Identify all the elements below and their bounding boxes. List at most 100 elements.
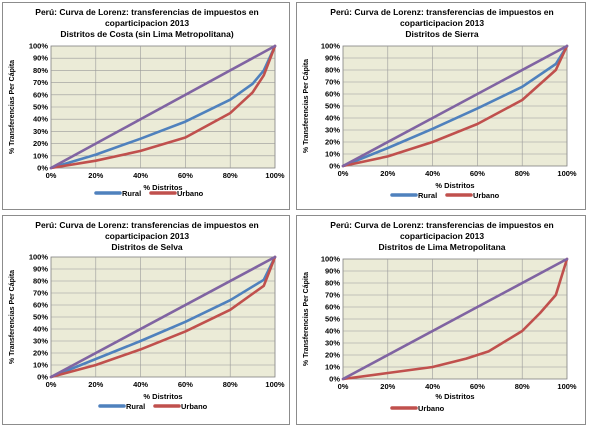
y-tick-label: 20% bbox=[33, 139, 48, 148]
x-tick-label: 60% bbox=[470, 382, 485, 391]
x-tick-label: 80% bbox=[223, 171, 238, 180]
y-tick-label: 0% bbox=[37, 373, 48, 382]
y-tick-label: 70% bbox=[325, 78, 340, 87]
y-tick-label: 10% bbox=[33, 151, 48, 160]
y-tick-label: 100% bbox=[321, 42, 341, 51]
y-tick-label: 100% bbox=[29, 253, 49, 262]
x-tick-label: 100% bbox=[557, 382, 577, 391]
y-tick-label: 10% bbox=[325, 363, 340, 372]
x-tick-label: 0% bbox=[46, 380, 57, 389]
y-tick-label: 0% bbox=[329, 162, 340, 171]
legend-label: Rural bbox=[126, 402, 145, 411]
x-tick-label: 0% bbox=[338, 169, 349, 178]
y-tick-label: 20% bbox=[33, 349, 48, 358]
y-tick-label: 50% bbox=[33, 103, 48, 112]
chart-title-line: coparticipacion 2013 bbox=[400, 231, 484, 241]
x-tick-label: 80% bbox=[223, 380, 238, 389]
y-tick-label: 100% bbox=[29, 42, 49, 51]
chart-title-line: Perú: Curva de Lorenz: transferencias de… bbox=[330, 220, 553, 230]
y-tick-label: 50% bbox=[33, 313, 48, 322]
x-tick-label: 20% bbox=[380, 382, 395, 391]
series-line-urbano bbox=[341, 257, 569, 381]
y-tick-label: 50% bbox=[325, 102, 340, 111]
y-tick-label: 40% bbox=[33, 115, 48, 124]
equality-line bbox=[341, 257, 569, 381]
y-tick-label: 70% bbox=[325, 291, 340, 300]
x-tick-label: 0% bbox=[46, 171, 57, 180]
y-tick-label: 60% bbox=[325, 303, 340, 312]
y-tick-label: 90% bbox=[33, 265, 48, 274]
x-tick-label: 100% bbox=[265, 171, 285, 180]
equality-line bbox=[49, 44, 277, 170]
x-tick-label: 80% bbox=[515, 169, 530, 178]
chart-title-line: Distritos de Lima Metropolitana bbox=[378, 242, 505, 252]
x-tick-label: 20% bbox=[88, 380, 103, 389]
chart-panel-costa: Perú: Curva de Lorenz: transferencias de… bbox=[2, 2, 290, 210]
y-tick-label: 70% bbox=[33, 78, 48, 87]
chart-title-line: Distritos de Sierra bbox=[405, 29, 478, 39]
y-tick-label: 10% bbox=[33, 361, 48, 370]
y-tick-label: 30% bbox=[33, 127, 48, 136]
y-tick-label: 80% bbox=[325, 279, 340, 288]
y-tick-label: 0% bbox=[37, 164, 48, 173]
lorenz-chart: Perú: Curva de Lorenz: transferencias de… bbox=[303, 220, 577, 413]
lorenz-chart: Perú: Curva de Lorenz: transferencias de… bbox=[303, 7, 577, 200]
x-tick-label: 40% bbox=[133, 380, 148, 389]
x-axis-title: % Distritos bbox=[435, 181, 474, 190]
x-tick-label: 100% bbox=[265, 380, 285, 389]
x-tick-label: 60% bbox=[470, 169, 485, 178]
y-tick-label: 80% bbox=[33, 277, 48, 286]
series-line-rural bbox=[49, 44, 277, 170]
x-axis-title: % Distritos bbox=[435, 392, 474, 401]
chart-panel-sierra: Perú: Curva de Lorenz: transferencias de… bbox=[296, 2, 586, 210]
y-tick-label: 40% bbox=[325, 327, 340, 336]
equality-line bbox=[49, 255, 277, 379]
x-tick-label: 60% bbox=[178, 171, 193, 180]
chart-panel-selva: Perú: Curva de Lorenz: transferencias de… bbox=[2, 215, 290, 425]
y-tick-label: 50% bbox=[325, 315, 340, 324]
y-tick-label: 70% bbox=[33, 289, 48, 298]
y-tick-label: 60% bbox=[325, 90, 340, 99]
y-tick-label: 0% bbox=[329, 375, 340, 384]
legend-label: Urbano bbox=[473, 191, 500, 200]
x-tick-label: 0% bbox=[338, 382, 349, 391]
series-line-rural bbox=[341, 44, 569, 168]
legend-label: Urbano bbox=[181, 402, 208, 411]
y-tick-label: 80% bbox=[325, 66, 340, 75]
x-tick-label: 20% bbox=[88, 171, 103, 180]
x-tick-label: 100% bbox=[557, 169, 577, 178]
y-axis-title: % Transferencias Per Cápita bbox=[9, 270, 16, 364]
series-line-rural bbox=[49, 255, 277, 379]
y-tick-label: 20% bbox=[325, 351, 340, 360]
y-tick-label: 80% bbox=[33, 66, 48, 75]
x-tick-label: 80% bbox=[515, 382, 530, 391]
legend-label: Urbano bbox=[418, 404, 445, 413]
series-line-urbano bbox=[341, 44, 569, 168]
y-tick-label: 60% bbox=[33, 301, 48, 310]
y-axis-title: % Transferencias Per Cápita bbox=[9, 60, 16, 154]
x-tick-label: 60% bbox=[178, 380, 193, 389]
y-tick-label: 30% bbox=[33, 337, 48, 346]
y-tick-label: 30% bbox=[325, 339, 340, 348]
chart-title-line: coparticipacion 2013 bbox=[105, 18, 189, 28]
x-axis-title: % Distritos bbox=[143, 392, 182, 401]
y-tick-label: 40% bbox=[33, 325, 48, 334]
x-tick-label: 40% bbox=[425, 169, 440, 178]
y-tick-label: 90% bbox=[325, 267, 340, 276]
y-tick-label: 40% bbox=[325, 114, 340, 123]
x-tick-label: 20% bbox=[380, 169, 395, 178]
x-axis-title: % Distritos bbox=[143, 183, 182, 192]
y-tick-label: 60% bbox=[33, 90, 48, 99]
series-line-urbano bbox=[49, 255, 277, 379]
legend-label: Rural bbox=[122, 189, 141, 198]
y-tick-label: 100% bbox=[321, 255, 341, 264]
chart-panel-lima: Perú: Curva de Lorenz: transferencias de… bbox=[296, 215, 586, 425]
y-axis-title: % Transferencias Per Cápita bbox=[303, 59, 310, 153]
chart-title-line: Distritos de Costa (sin Lima Metropolita… bbox=[60, 29, 233, 39]
lorenz-chart: Perú: Curva de Lorenz: transferencias de… bbox=[9, 220, 285, 411]
legend-label: Rural bbox=[418, 191, 437, 200]
y-tick-label: 90% bbox=[33, 54, 48, 63]
legend-label: Urbano bbox=[177, 189, 204, 198]
chart-title-line: coparticipacion 2013 bbox=[400, 18, 484, 28]
y-axis-title: % Transferencias Per Cápita bbox=[303, 272, 310, 366]
